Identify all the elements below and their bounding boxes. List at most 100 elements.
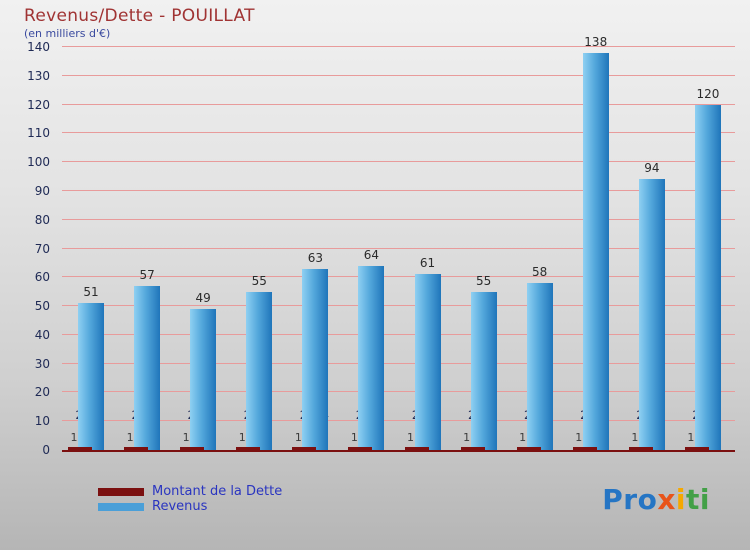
bar-dette-2011 (684, 447, 709, 450)
bar-revenus-2001 (134, 285, 161, 450)
y-tick-label: 20 (34, 385, 50, 400)
plot-area: 1 51 1 57 1 49 1 55 1 63 1 64 1 61 1 55 1 58 1 138 1 94 1 120 (62, 35, 735, 452)
bar-group-2007: 1 55 (455, 47, 511, 450)
dette-value-label: 1 (687, 431, 695, 445)
bar-dette-2000 (68, 447, 92, 450)
bar-group-2005: 1 64 (342, 47, 398, 450)
bar-dette-2009 (572, 447, 597, 450)
revenus-value-label: 94 (644, 161, 660, 176)
revenus-value-label: 58 (532, 265, 548, 280)
bar-dette-2002 (180, 447, 205, 450)
logo-letter: r (623, 483, 638, 516)
gridline (62, 247, 735, 249)
bar-revenus-2005 (358, 265, 385, 450)
revenus-value-label: 57 (139, 267, 155, 282)
revenus-value-label: 51 (83, 285, 99, 300)
bar-dette-2001 (124, 447, 149, 450)
legend-swatch-dette (98, 487, 144, 496)
bar-group-2006: 1 61 (399, 47, 455, 450)
y-tick-label: 80 (34, 212, 50, 227)
legend-item-revenus: Revenus (98, 499, 282, 514)
bar-group-2010: 1 94 (623, 47, 679, 450)
revenus-value-label: 55 (475, 273, 492, 288)
logo-letter: t (686, 483, 700, 516)
y-axis: 0 10 20 30 40 50 60 70 80 90 100 110 120 130 140 (0, 40, 56, 457)
bar-revenus-2003 (246, 291, 273, 450)
bar-dette-2004 (292, 447, 317, 450)
legend-label-dette: Montant de la Dette (152, 484, 283, 499)
gridline (62, 46, 735, 47)
bar-dette-2010 (628, 447, 653, 450)
bar-dette-2008 (516, 447, 541, 450)
logo-letter: o (637, 483, 658, 516)
bar-dette-2005 (348, 447, 373, 450)
y-tick-label: 10 (34, 414, 50, 429)
dette-value-label: 1 (294, 431, 302, 445)
revenus-value-label: 55 (251, 273, 267, 288)
legend: Montant de la Dette Revenus (98, 484, 282, 514)
bar-group-2011: 1 120 (679, 47, 735, 450)
y-tick-label: 90 (34, 183, 50, 198)
logo-letter: P (602, 483, 624, 516)
bar-dette-2003 (236, 447, 261, 450)
dette-value-label: 1 (519, 431, 527, 445)
logo-letter: i (699, 483, 710, 516)
y-tick-label: 140 (27, 40, 50, 54)
y-tick-label: 30 (34, 356, 50, 371)
dette-value-label: 1 (407, 431, 414, 445)
gridline (62, 218, 735, 220)
y-tick-label: 70 (34, 241, 50, 256)
revenus-value-label: 138 (584, 34, 608, 49)
dette-value-label: 1 (350, 431, 358, 445)
gridline (62, 189, 735, 191)
bar-revenus-2007 (470, 291, 497, 450)
bar-group-2003: 1 55 (230, 47, 286, 450)
revenus-value-label: 61 (419, 256, 436, 271)
gridline (62, 161, 735, 163)
bar-revenus-2004 (302, 268, 329, 450)
y-tick-label: 60 (34, 270, 50, 285)
revenus-value-label: 63 (307, 250, 323, 265)
y-tick-label: 110 (27, 126, 50, 141)
dette-value-label: 1 (575, 431, 583, 445)
bar-revenus-2009 (582, 52, 609, 450)
dette-value-label: 1 (182, 431, 190, 445)
gridline (62, 391, 735, 393)
bar-group-2000: 1 51 (62, 47, 118, 450)
gridline (62, 276, 735, 278)
gridline (62, 74, 735, 76)
bar-revenus-2008 (526, 283, 553, 450)
legend-item-dette: Montant de la Dette (98, 484, 282, 499)
y-tick-label: 0 (42, 443, 50, 457)
gridline (62, 362, 735, 364)
y-tick-label: 130 (27, 68, 50, 83)
y-tick-label: 120 (27, 97, 50, 112)
legend-label-revenus: Revenus (152, 499, 208, 514)
gridline (62, 132, 735, 134)
bar-dette-2006 (404, 447, 429, 450)
dette-value-label: 1 (631, 431, 639, 445)
y-tick-label: 40 (34, 327, 50, 342)
y-tick-label: 100 (27, 155, 50, 170)
bar-revenus-2000 (78, 303, 104, 450)
revenus-value-label: 49 (195, 290, 211, 305)
logo-letter: i (675, 483, 686, 516)
gridline (62, 305, 735, 307)
bar-revenus-2002 (190, 308, 217, 450)
bar-revenus-2011 (694, 104, 721, 450)
bar-group-2001: 1 57 (118, 47, 174, 450)
revenus-value-label: 64 (363, 247, 380, 262)
dette-value-label: 1 (463, 431, 471, 445)
bar-revenus-2010 (638, 179, 665, 450)
gridline (62, 103, 735, 105)
y-tick-label: 50 (34, 299, 50, 314)
bar-group-2009: 1 138 (567, 35, 623, 450)
chart-subtitle: (en milliers d'€) (24, 27, 111, 40)
dette-value-label: 1 (238, 431, 246, 445)
legend-swatch-revenus (98, 502, 144, 511)
dette-value-label: 1 (70, 431, 78, 445)
revenus-value-label: 120 (696, 86, 720, 101)
chart-title: Revenus/Dette - POUILLAT (24, 6, 255, 26)
bar-group-2004: 1 63 (286, 47, 342, 450)
bar-dette-2007 (460, 447, 485, 450)
